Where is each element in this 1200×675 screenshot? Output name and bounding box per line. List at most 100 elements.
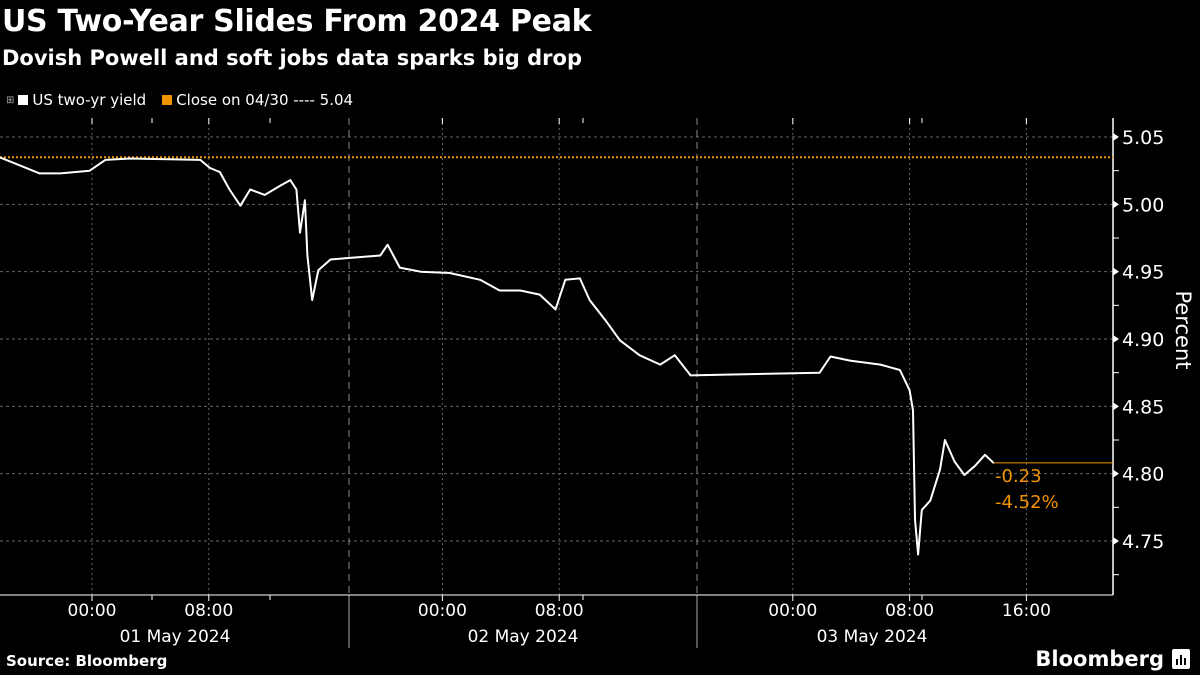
logo-text: Bloomberg (1035, 647, 1164, 671)
grid (0, 118, 1113, 595)
data-point (386, 243, 389, 246)
x-tick-label: 00:00 (768, 601, 817, 621)
data-point (88, 169, 91, 172)
y-axis-label: Percent (1171, 290, 1195, 369)
collapse-icon[interactable]: ⊞ (6, 94, 15, 106)
data-point (479, 278, 481, 281)
data-point (379, 254, 382, 257)
data-point (228, 188, 231, 191)
data-point (59, 172, 62, 175)
data-point (899, 369, 901, 371)
data-point (659, 363, 661, 366)
data-point (419, 270, 422, 273)
y-tick-marker (1113, 469, 1119, 478)
x-tick-label: 00:00 (418, 601, 467, 621)
y-tick-marker (1113, 200, 1119, 209)
data-point (689, 374, 692, 377)
bloomberg-logo: Bloomberg (1035, 647, 1190, 671)
x-date-label: 02 May 2024 (468, 627, 579, 647)
x-tick-label: 08:00 (535, 601, 584, 621)
data-point (849, 359, 851, 362)
data-point (399, 266, 401, 269)
y-tick-marker (1113, 402, 1119, 411)
y-tick-marker (1113, 267, 1119, 276)
chart-title: US Two-Year Slides From 2024 Peak (2, 4, 592, 39)
data-point (963, 474, 966, 476)
legend: ⊞ US two-yr yield Close on 04/30 ---- 5.… (6, 91, 353, 109)
data-point (329, 258, 332, 261)
y-tick-marker (1113, 133, 1119, 141)
data-point (818, 371, 821, 374)
data-point (311, 299, 314, 301)
data-point (944, 439, 946, 441)
data-point (638, 354, 641, 356)
series-line-us-two-yr-yield (0, 156, 995, 556)
change-annotation: -0.23 (995, 466, 1042, 487)
data-point (299, 231, 301, 234)
x-date-label: 03 May 2024 (817, 627, 928, 647)
data-point (554, 308, 557, 311)
data-point (914, 518, 916, 521)
data-point (104, 159, 107, 161)
data-point (912, 409, 914, 412)
y-tick-label: 5.05 (1122, 127, 1164, 149)
change-pct-annotation: -4.52% (995, 492, 1059, 513)
data-point (929, 499, 932, 502)
reference-swatch (162, 95, 173, 105)
x-tick-label: 08:00 (184, 601, 233, 621)
data-point (279, 184, 282, 187)
legend-item-reference[interactable]: Close on 04/30 ---- 5.04 (162, 91, 353, 109)
marks (0, 156, 1113, 556)
data-point (38, 172, 41, 175)
data-point (953, 460, 956, 463)
data-point (209, 167, 211, 169)
data-point (588, 299, 591, 301)
data-point (564, 278, 567, 281)
legend-series-label: US two-yr yield (32, 91, 147, 109)
y-tick-label: 4.75 (1122, 531, 1164, 553)
data-point (974, 464, 977, 467)
data-point (306, 254, 309, 257)
y-tick-label: 4.80 (1122, 464, 1164, 486)
y-tick-marker (1113, 537, 1119, 546)
x-tick-label: 00:00 (68, 601, 117, 621)
data-point (908, 389, 911, 391)
data-point (939, 468, 941, 471)
data-point (239, 204, 242, 207)
data-point (263, 194, 266, 196)
data-point (619, 339, 621, 342)
data-point (538, 293, 541, 296)
chart-subtitle: Dovish Powell and soft jobs data sparks … (2, 46, 583, 70)
data-point (249, 188, 251, 191)
x-date-label: 01 May 2024 (120, 627, 231, 647)
source-note: Source: Bloomberg (6, 652, 168, 670)
y-tick-label: 4.90 (1122, 329, 1164, 351)
x-tick-label: 16:00 (1002, 601, 1051, 621)
data-point (917, 553, 919, 556)
data-point (344, 257, 346, 260)
data-point (295, 188, 298, 191)
y-tick-marker (1113, 335, 1119, 344)
legend-item-series[interactable]: ⊞ US two-yr yield (6, 91, 146, 109)
data-point (448, 272, 451, 274)
y-tick-label: 4.85 (1122, 396, 1164, 418)
data-point (304, 199, 306, 202)
data-point (604, 319, 607, 321)
y-tick-label: 5.00 (1122, 194, 1164, 216)
data-point (498, 289, 501, 292)
data-point (579, 277, 581, 280)
y-tick-label: 4.95 (1122, 262, 1164, 284)
data-point (289, 179, 292, 181)
data-point (128, 157, 131, 160)
data-point (829, 355, 832, 358)
data-point (218, 171, 221, 173)
data-point (879, 363, 882, 366)
data-point (984, 454, 986, 456)
data-point (199, 159, 202, 161)
legend-reference-label: Close on 04/30 ---- 5.04 (176, 91, 354, 109)
data-point (673, 354, 676, 356)
series-swatch (18, 95, 29, 105)
data-point (519, 289, 522, 292)
data-point (317, 269, 320, 272)
